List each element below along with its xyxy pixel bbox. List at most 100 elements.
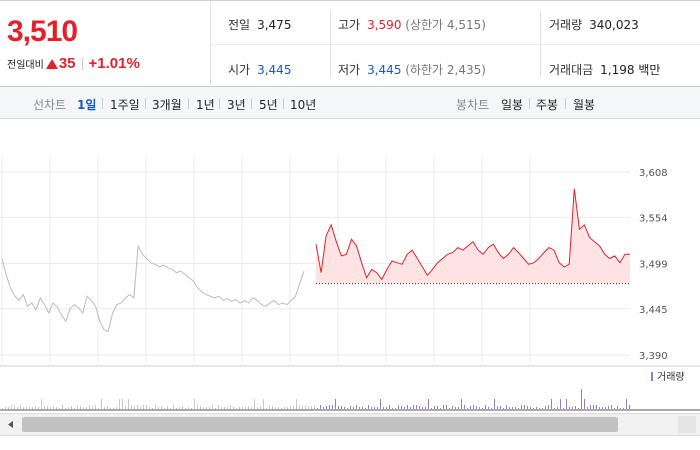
volume-bar xyxy=(302,405,303,409)
period-tab-3m[interactable]: 3개월 xyxy=(152,98,182,112)
volume-bar xyxy=(305,406,306,409)
price-box: 3,510 전일대비 35 +1.01% xyxy=(0,1,211,87)
volume-bar xyxy=(404,407,405,409)
price-chart[interactable]: 3,608 3,554 3,499 3,445 3,390 거래량 xyxy=(0,119,700,435)
divider xyxy=(188,98,189,109)
volume-bar xyxy=(554,408,555,409)
change-value: 35 xyxy=(58,55,76,72)
volume-bar xyxy=(488,407,489,409)
volume-bar xyxy=(446,405,447,409)
scroll-left-icon[interactable] xyxy=(2,416,18,433)
volume-bar xyxy=(452,406,453,409)
volume-legend-swatch xyxy=(651,372,653,381)
volume-bar xyxy=(527,406,528,409)
volume-bar xyxy=(170,408,171,409)
volume-bar xyxy=(584,399,585,409)
volume-bar xyxy=(428,399,429,409)
candle-chart-label: 봉차트 xyxy=(456,98,490,112)
volume-bar xyxy=(104,407,105,409)
volume-bar xyxy=(155,405,156,409)
volume-bar xyxy=(92,406,93,409)
volume-bar xyxy=(587,407,588,409)
volume-bar xyxy=(545,406,546,409)
volume-bar xyxy=(137,405,138,409)
volume-bar xyxy=(347,408,348,409)
volume-bar xyxy=(239,407,240,409)
volume-bar xyxy=(149,407,150,409)
candle-tab-monthly[interactable]: 월봉 xyxy=(573,98,596,112)
volume-bar xyxy=(434,406,435,409)
period-tab-1w[interactable]: 1주일 xyxy=(110,98,140,112)
volume-bar xyxy=(209,407,210,409)
volume-bar xyxy=(467,408,468,409)
volume-bar xyxy=(329,405,330,409)
volume-bar xyxy=(296,399,297,409)
today-fill-area xyxy=(316,188,630,284)
volume-bar xyxy=(500,406,501,409)
period-tab-3y[interactable]: 3년 xyxy=(227,98,246,112)
volume-bar xyxy=(581,389,582,409)
volume-bar xyxy=(62,405,63,409)
volume-bar xyxy=(95,405,96,409)
volume-bar xyxy=(32,407,33,409)
period-tab-1d[interactable]: 1일 xyxy=(77,98,97,112)
volume-bar xyxy=(602,407,603,409)
volume-bar xyxy=(206,407,207,409)
up-triangle-icon xyxy=(45,58,58,69)
period-tab-10y[interactable]: 10년 xyxy=(290,98,317,112)
volume-bar xyxy=(14,405,15,409)
volume-bar xyxy=(317,408,318,409)
volume-bar xyxy=(341,406,342,409)
low-price: 저가 3,445 (하한가 2,435) xyxy=(338,63,486,77)
change-label: 전일대비 xyxy=(7,60,44,71)
trade-amount: 거래대금 1,198 백만 xyxy=(549,63,661,77)
volume-bar xyxy=(185,408,186,409)
chart-scrollbar[interactable] xyxy=(0,413,700,436)
volume-bar xyxy=(269,406,270,409)
volume-bar xyxy=(497,406,498,409)
volume-bar xyxy=(380,399,381,409)
prev-close: 전일 3,475 xyxy=(228,18,292,32)
volume-bar xyxy=(557,407,558,409)
volume-bar xyxy=(533,408,534,409)
period-tab-1y[interactable]: 1년 xyxy=(196,98,215,112)
volume-bar xyxy=(356,405,357,409)
period-tab-5y[interactable]: 5년 xyxy=(259,98,278,112)
volume-bar xyxy=(29,407,30,409)
volume-bar xyxy=(524,405,525,409)
volume-bar xyxy=(299,405,300,409)
open-price: 시가 3,445 xyxy=(228,63,292,77)
volume-bar xyxy=(353,407,354,409)
volume-bar xyxy=(437,406,438,409)
volume-bar xyxy=(482,408,483,409)
chart-toolbar: 선차트 1일 1주일 3개월 1년 3년 5년 10년 봉차트 일봉 주봉 월봉 xyxy=(0,87,700,119)
volume-bar xyxy=(119,399,120,409)
volume-bar xyxy=(536,407,537,409)
scroll-right-button[interactable] xyxy=(678,416,696,433)
volume-bar xyxy=(68,407,69,409)
volume-bar xyxy=(323,407,324,409)
scroll-thumb[interactable] xyxy=(22,417,618,432)
candle-tab-daily[interactable]: 일봉 xyxy=(501,98,524,112)
volume-bar xyxy=(332,405,333,409)
volume-bar xyxy=(107,406,108,409)
y-tick-label: 3,608 xyxy=(639,168,668,179)
volume-bar xyxy=(41,399,42,409)
volume-bar xyxy=(251,407,252,409)
volume-bar xyxy=(242,407,243,409)
volume-bar xyxy=(362,407,363,409)
y-tick-label: 3,390 xyxy=(639,351,668,362)
volume-bar xyxy=(548,405,549,409)
volume-bar xyxy=(506,405,507,409)
volume-bar xyxy=(590,405,591,409)
volume-bar xyxy=(611,405,612,409)
change-row: 전일대비 35 +1.01% xyxy=(7,55,140,72)
volume-bar xyxy=(542,408,543,409)
y-tick-label: 3,445 xyxy=(639,305,668,316)
current-price: 3,510 xyxy=(7,15,78,48)
candle-tab-weekly[interactable]: 주봉 xyxy=(536,98,559,112)
volume-bar xyxy=(176,408,177,409)
volume-bar xyxy=(152,408,153,409)
volume-bar xyxy=(125,406,126,409)
volume-bar xyxy=(224,407,225,409)
